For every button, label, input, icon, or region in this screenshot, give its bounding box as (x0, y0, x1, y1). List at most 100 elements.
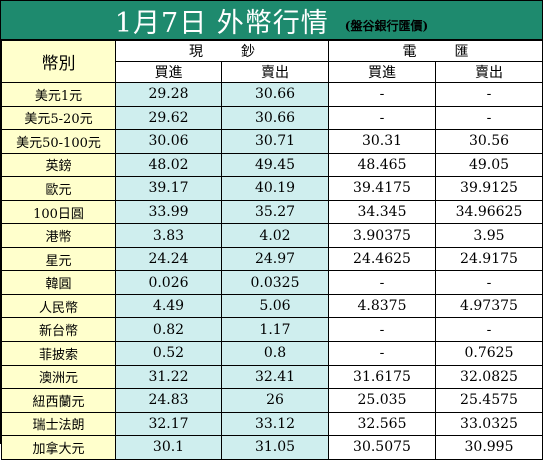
title-bar: 1月7日 外幣行情 (盤谷銀行匯價) (1, 1, 542, 40)
cash-buy-cell: 0.82 (115, 317, 222, 343)
wire-buy-cell: - (328, 317, 436, 343)
wire-sell-cell: - (435, 270, 543, 295)
table-row: 加拿大元 30.1 31.05 30.5075 30.995 (1, 435, 543, 460)
table-row: 港幣 3.83 4.02 3.90375 3.95 (1, 223, 543, 248)
page-title: 1月7日 外幣行情 (114, 7, 329, 39)
wire-sell-cell: 33.0325 (435, 411, 543, 437)
wire-buy-cell: - (328, 341, 436, 366)
wire-buy-header: 買進 (328, 61, 436, 83)
wire-sell-cell: 32.0825 (435, 364, 543, 390)
currency-cell: 菲披索 (1, 341, 116, 366)
wire-sell-cell: - (435, 82, 543, 107)
table-row: 歐元 39.17 40.19 39.4175 39.9125 (1, 176, 543, 201)
wire-sell-cell: 3.95 (435, 223, 543, 248)
currency-cell: 韓圓 (1, 270, 116, 295)
cash-buy-header: 買進 (115, 61, 222, 83)
wire-buy-cell: 34.345 (328, 199, 436, 225)
table-row: 瑞士法朗 32.17 33.12 32.565 33.0325 (1, 411, 543, 437)
currency-cell: 美元50-100元 (1, 129, 116, 154)
wire-sell-cell: 0.7625 (435, 341, 543, 366)
cash-buy-cell: 0.026 (115, 270, 222, 295)
source-note: (盤谷銀行匯價) (344, 18, 429, 33)
cash-buy-cell: 33.99 (115, 199, 222, 225)
wire-buy-cell: 39.4175 (328, 176, 436, 201)
cash-sell-cell: 24.97 (221, 246, 329, 272)
wire-sell-cell: 30.56 (435, 129, 543, 154)
cash-header: 現鈔 (115, 40, 329, 62)
cash-sell-header: 賣出 (221, 61, 329, 83)
wire-buy-cell: 25.035 (328, 388, 436, 413)
wire-sell-cell: 39.9125 (435, 176, 543, 201)
currency-cell: 100日圓 (1, 199, 116, 225)
table-row: 紐西蘭元 24.83 26 25.035 25.4575 (1, 388, 543, 413)
currency-cell: 美元5-20元 (1, 105, 116, 131)
currency-cell: 歐元 (1, 176, 116, 201)
currency-cell: 紐西蘭元 (1, 388, 116, 413)
wire-sell-cell: 30.995 (435, 435, 543, 460)
currency-header: 幣別 (1, 40, 116, 83)
cash-buy-cell: 24.24 (115, 246, 222, 272)
cash-sell-cell: 30.71 (221, 129, 329, 154)
table-row: 澳洲元 31.22 32.41 31.6175 32.0825 (1, 364, 543, 390)
cash-buy-cell: 24.83 (115, 388, 222, 413)
wire-sell-cell: 24.9175 (435, 246, 543, 272)
cash-buy-cell: 3.83 (115, 223, 222, 248)
cash-sell-cell: 31.05 (221, 435, 329, 460)
cash-buy-cell: 29.28 (115, 82, 222, 107)
currency-cell: 港幣 (1, 223, 116, 248)
cash-buy-cell: 0.52 (115, 341, 222, 366)
table-row: 英鎊 48.02 49.45 48.465 49.05 (1, 152, 543, 178)
cash-buy-cell: 39.17 (115, 176, 222, 201)
cash-sell-cell: 0.8 (221, 341, 329, 366)
cash-buy-cell: 30.06 (115, 129, 222, 154)
cash-buy-cell: 32.17 (115, 411, 222, 437)
cash-sell-cell: 40.19 (221, 176, 329, 201)
wire-sell-cell: 25.4575 (435, 388, 543, 413)
currency-cell: 美元1元 (1, 82, 116, 107)
table-row: 新台幣 0.82 1.17- - (1, 317, 543, 343)
cash-buy-cell: 48.02 (115, 152, 222, 178)
wire-buy-cell: 3.90375 (328, 223, 436, 248)
rates-table: 幣別 現鈔 電匯 買進 賣出 買進 賣出 美元1元 29.28 30.66- - 美元5… (1, 40, 543, 460)
wire-buy-cell: 4.8375 (328, 293, 436, 319)
cash-sell-cell: 4.02 (221, 223, 329, 248)
cash-sell-cell: 26 (221, 388, 329, 413)
cash-buy-cell: 4.49 (115, 293, 222, 319)
wire-sell-cell: - (435, 317, 543, 343)
cash-sell-cell: 30.66 (221, 82, 329, 107)
table-row: 美元50-100元 30.06 30.71 30.31 30.56 (1, 129, 543, 154)
table-row: 韓圓 0.026 0.0325- - (1, 270, 543, 295)
currency-cell: 新台幣 (1, 317, 116, 343)
wire-buy-cell: 30.31 (328, 129, 436, 154)
wire-header: 電匯 (328, 40, 543, 62)
table-row: 菲披索 0.52 0.8-0.7625 (1, 341, 543, 366)
wire-buy-cell: - (328, 270, 436, 295)
cash-sell-cell: 32.41 (221, 364, 329, 390)
currency-cell: 星元 (1, 246, 116, 272)
currency-cell: 加拿大元 (1, 435, 116, 460)
currency-cell: 人民幣 (1, 293, 116, 319)
table-row: 美元5-20元 29.62 30.66- - (1, 105, 543, 131)
cash-sell-cell: 0.0325 (221, 270, 329, 295)
wire-buy-cell: - (328, 105, 436, 131)
table-row: 人民幣 4.49 5.06 4.8375 4.97375 (1, 293, 543, 319)
cash-buy-cell: 31.22 (115, 364, 222, 390)
currency-cell: 澳洲元 (1, 364, 116, 390)
cash-sell-cell: 5.06 (221, 293, 329, 319)
wire-sell-cell: 4.97375 (435, 293, 543, 319)
table-row: 美元1元 29.28 30.66- - (1, 82, 543, 107)
cash-sell-cell: 1.17 (221, 317, 329, 343)
wire-buy-cell: 24.4625 (328, 246, 436, 272)
cash-sell-cell: 33.12 (221, 411, 329, 437)
cash-buy-cell: 30.1 (115, 435, 222, 460)
cash-sell-cell: 35.27 (221, 199, 329, 225)
wire-sell-cell: 49.05 (435, 152, 543, 178)
wire-buy-cell: 48.465 (328, 152, 436, 178)
wire-sell-header: 賣出 (435, 61, 543, 83)
cash-sell-cell: 30.66 (221, 105, 329, 131)
currency-cell: 瑞士法朗 (1, 411, 116, 437)
table-row: 100日圓 33.99 35.27 34.345 34.96625 (1, 199, 543, 225)
cash-buy-cell: 29.62 (115, 105, 222, 131)
wire-sell-cell: 34.96625 (435, 199, 543, 225)
